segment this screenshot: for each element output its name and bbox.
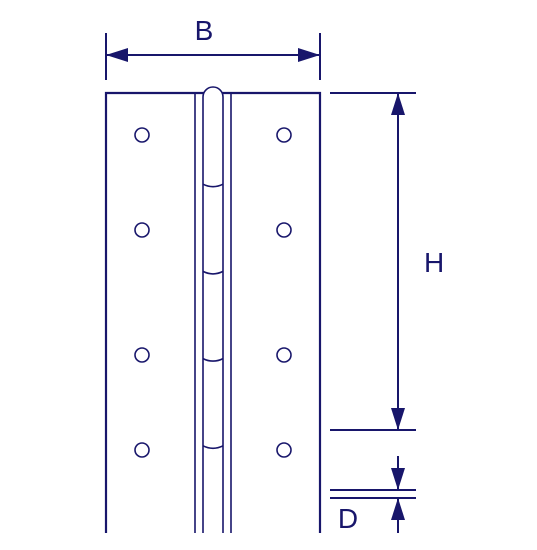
- dim-arrowhead: [391, 498, 405, 520]
- screw-hole: [135, 348, 149, 362]
- hinge-body: [106, 87, 320, 533]
- dim-d-label: D: [338, 503, 358, 534]
- screw-hole: [135, 443, 149, 457]
- screw-hole: [135, 128, 149, 142]
- dim-h-label: H: [424, 247, 444, 278]
- dim-arrowhead: [298, 48, 320, 62]
- screw-hole: [277, 223, 291, 237]
- dim-arrowhead: [391, 468, 405, 490]
- hinge-dimension-diagram: B H D: [0, 0, 537, 550]
- screw-hole: [277, 443, 291, 457]
- screw-hole: [277, 128, 291, 142]
- dim-arrowhead: [106, 48, 128, 62]
- hinge-knuckle: [203, 87, 223, 533]
- dim-arrowhead: [391, 93, 405, 115]
- dim-arrowhead: [391, 408, 405, 430]
- screw-hole: [135, 223, 149, 237]
- dim-b-label: B: [195, 15, 214, 46]
- screw-hole: [277, 348, 291, 362]
